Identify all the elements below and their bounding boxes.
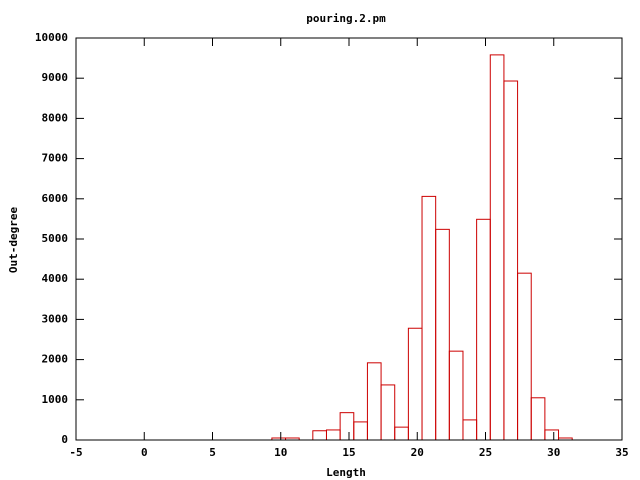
x-tick-label: 30 (547, 446, 560, 459)
y-axis-label: Out-degree (7, 207, 20, 274)
y-tick-label: 3000 (42, 312, 69, 325)
y-tick-label: 0 (61, 433, 68, 446)
y-tick-label: 6000 (42, 192, 69, 205)
chart-title: pouring.2.pm (306, 12, 386, 25)
y-tick-label: 9000 (42, 71, 69, 84)
x-tick-label: 25 (479, 446, 492, 459)
y-tick-label: 10000 (35, 31, 68, 44)
y-tick-label: 4000 (42, 272, 69, 285)
x-tick-label: 20 (411, 446, 424, 459)
x-tick-label: 10 (274, 446, 287, 459)
x-axis-label: Length (326, 466, 366, 479)
y-tick-label: 5000 (42, 232, 69, 245)
x-tick-label: -5 (69, 446, 82, 459)
y-tick-label: 2000 (42, 353, 69, 366)
x-tick-label: 0 (141, 446, 148, 459)
x-tick-label: 5 (209, 446, 216, 459)
y-tick-label: 1000 (42, 393, 69, 406)
plot-border (75, 37, 623, 441)
y-tick-label: 8000 (42, 111, 69, 124)
x-tick-label: 35 (615, 446, 628, 459)
y-tick-label: 7000 (42, 152, 69, 165)
x-tick-label: 15 (342, 446, 355, 459)
